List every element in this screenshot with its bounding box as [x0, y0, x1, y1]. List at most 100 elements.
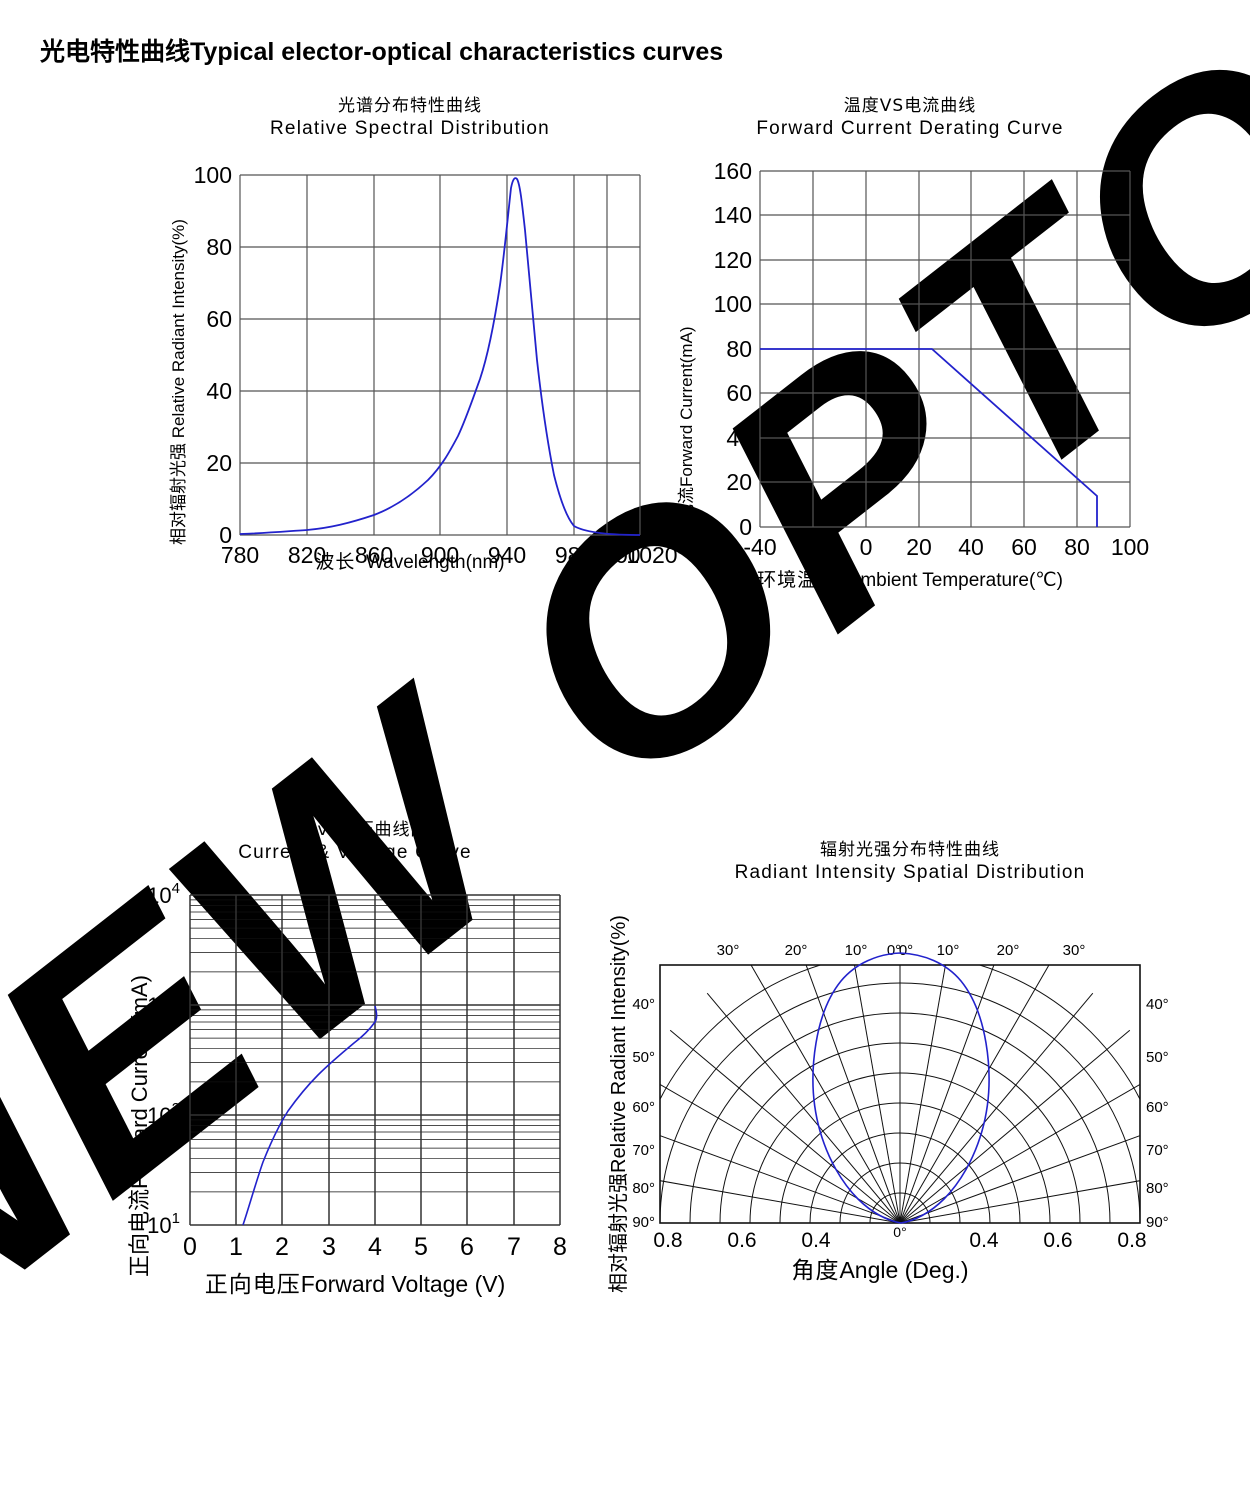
svg-text:1000: 1000 [589, 542, 640, 568]
data-curve [760, 348, 1098, 527]
svg-text:60°: 60° [1146, 1099, 1169, 1116]
svg-text:1020: 1020 [626, 542, 677, 568]
plot-area: 正向电流Forward Current (mA) [120, 877, 590, 1307]
x-axis-label-en: Ambient Temperature(℃) [847, 570, 1063, 591]
polar-plot-svg: 30° 20° 10° 0° 0° 10° 20° 30° 40° 50° 60… [632, 942, 1168, 1252]
page-title: 光电特性曲线Typical elector-optical characteri… [40, 32, 723, 68]
x-axis-label-cn: 波长 [315, 551, 356, 573]
svg-text:50°: 50° [1146, 1049, 1169, 1066]
y-axis-label-en: Forward Current(mA) [677, 326, 696, 487]
page-title-en: Typical elector-optical characteristics … [190, 38, 724, 66]
derating-plot-svg: 0 20 40 60 80 100 120 140 160 -40 -20 0 … [714, 158, 1150, 560]
y-axis-label-en: Relative Radiant Intensity(%) [169, 219, 188, 439]
x-axis-label-en: Angle (Deg.) [839, 1257, 969, 1283]
x-axis-label: 正向电压Forward Voltage (V) [120, 1265, 590, 1299]
svg-text:120: 120 [714, 247, 752, 273]
spectral-plot-svg: 0 20 40 60 80 100 780 820 860 900 940 98… [194, 162, 678, 568]
svg-text:100: 100 [714, 291, 752, 317]
chart-title-en: Relative Spectral Distribution [270, 118, 550, 140]
svg-text:80°: 80° [1146, 1180, 1169, 1197]
grid-lines-major [189, 894, 561, 1226]
plot-area: 正向电流Forward Current(mA) [660, 155, 1160, 591]
svg-text:0: 0 [739, 514, 752, 540]
svg-text:90°: 90° [1146, 1214, 1169, 1231]
svg-text:70°: 70° [632, 1142, 655, 1159]
svg-text:0.6: 0.6 [727, 1229, 756, 1252]
chart-panel-current-voltage-curve: 电流vs电压曲线图 Current & Voltage Curve 正向电流Fo… [120, 820, 590, 1307]
angle-tick-labels-left: 40° 50° 60° 70° 80° 90° [632, 996, 655, 1231]
svg-text:980: 980 [555, 542, 593, 568]
chart-panel-relative-spectral-distribution: 光谱分布特性曲线 Relative Spectral Distribution … [150, 96, 678, 575]
svg-text:60: 60 [206, 306, 232, 332]
svg-text:60: 60 [1011, 534, 1037, 560]
x-axis-label-cn: 正向电压 [204, 1272, 301, 1298]
chart-panel-forward-current-derating-curve: 温度VS电流曲线 Forward Current Derating Curve … [660, 96, 1160, 591]
svg-text:80°: 80° [632, 1180, 655, 1197]
y-axis-label-cn: 正向电流 [128, 1188, 153, 1277]
plot-area: 相对辐射光强 Relative Radiant Intensity(%) [150, 155, 678, 575]
svg-text:900: 900 [421, 542, 459, 568]
chart-title: 光谱分布特性曲线 Relative Spectral Distribution [150, 96, 670, 141]
svg-text:820: 820 [288, 542, 326, 568]
svg-text:0.4: 0.4 [801, 1229, 831, 1252]
chart-title-cn: 光谱分布特性曲线 [338, 96, 482, 116]
chart-title-en: Forward Current Derating Curve [756, 118, 1064, 140]
svg-text:20: 20 [906, 534, 932, 560]
svg-text:50°: 50° [632, 1049, 655, 1066]
chart-title-cn: 温度VS电流曲线 [843, 96, 977, 116]
svg-text:80: 80 [726, 336, 752, 362]
chart-title: 电流vs电压曲线图 Current & Voltage Curve [120, 820, 590, 865]
svg-text:140: 140 [714, 202, 752, 228]
y-axis-label-cn: 相对辐射光强 [169, 443, 189, 545]
x-tick-labels: -40 -20 0 20 40 60 80 100 [743, 534, 1149, 560]
chart-panel-radiant-intensity-spatial-distribution: 辐射光强分布特性曲线 Radiant Intensity Spatial Dis… [600, 840, 1169, 1313]
chart-title-en: Radiant Intensity Spatial Distribution [734, 862, 1086, 884]
svg-text:40°: 40° [632, 996, 655, 1013]
svg-text:60°: 60° [632, 1099, 655, 1116]
y-axis-label-cn: 正向电流 [677, 487, 697, 555]
data-curve [812, 952, 990, 1224]
x-axis-label: 角度Angle (Deg.) [600, 1251, 1160, 1285]
polar-grid [660, 965, 1140, 1223]
svg-text:0: 0 [183, 1233, 197, 1261]
chart-title: 温度VS电流曲线 Forward Current Derating Curve [660, 96, 1160, 141]
svg-text:0°: 0° [887, 942, 901, 959]
chart-title: 辐射光强分布特性曲线 Radiant Intensity Spatial Dis… [660, 840, 1160, 885]
svg-text:40: 40 [726, 425, 752, 451]
svg-text:860: 860 [355, 542, 393, 568]
svg-text:1: 1 [229, 1233, 243, 1261]
svg-text:0.6: 0.6 [1043, 1229, 1072, 1252]
x-axis-label: 环境温度 Ambient Temperature(℃) [660, 565, 1160, 592]
grid-lines [759, 170, 1131, 528]
svg-text:0: 0 [219, 522, 232, 548]
chart-title-cn: 电流vs电压曲线图 [281, 820, 429, 840]
y-axis-label-en: Forward Current (mA) [127, 975, 152, 1189]
svg-text:0.8: 0.8 [653, 1229, 682, 1252]
x-axis-label-en: Forward Voltage (V) [300, 1271, 506, 1297]
svg-text:40: 40 [958, 534, 984, 560]
svg-text:40: 40 [206, 378, 232, 404]
svg-text:-40: -40 [743, 534, 776, 560]
svg-text:0.4: 0.4 [969, 1229, 999, 1252]
page-title-cn: 光电特性曲线 [40, 37, 191, 66]
svg-text:20°: 20° [785, 942, 808, 959]
svg-text:60: 60 [726, 380, 752, 406]
svg-text:8: 8 [553, 1233, 567, 1261]
y-axis-label: 相对辐射光强 Relative Radiant Intensity(%) [164, 219, 189, 545]
iv-plot-svg: 101 102 103 104 0 1 2 3 4 5 6 7 8 [147, 880, 567, 1261]
data-curve [242, 1005, 378, 1226]
svg-text:2: 2 [275, 1233, 289, 1261]
svg-text:80: 80 [206, 234, 232, 260]
svg-text:-20: -20 [796, 534, 829, 560]
svg-text:0.8: 0.8 [1117, 1229, 1146, 1252]
y-axis-label: 相对辐射光强Relative Radiant Intensity(%) [602, 915, 631, 1293]
y-axis-label: 正向电流Forward Current(mA) [672, 326, 697, 555]
svg-text:30°: 30° [717, 942, 740, 959]
svg-text:780: 780 [221, 542, 259, 568]
x-axis-label-cn: 环境温度 [757, 569, 838, 591]
svg-text:4: 4 [368, 1233, 382, 1261]
svg-text:7: 7 [507, 1233, 521, 1261]
chart-title-cn: 辐射光强分布特性曲线 [820, 840, 1000, 860]
x-tick-labels: 0 1 2 3 4 5 6 7 8 [183, 1233, 567, 1261]
x-axis-label-cn: 角度 [791, 1258, 840, 1284]
